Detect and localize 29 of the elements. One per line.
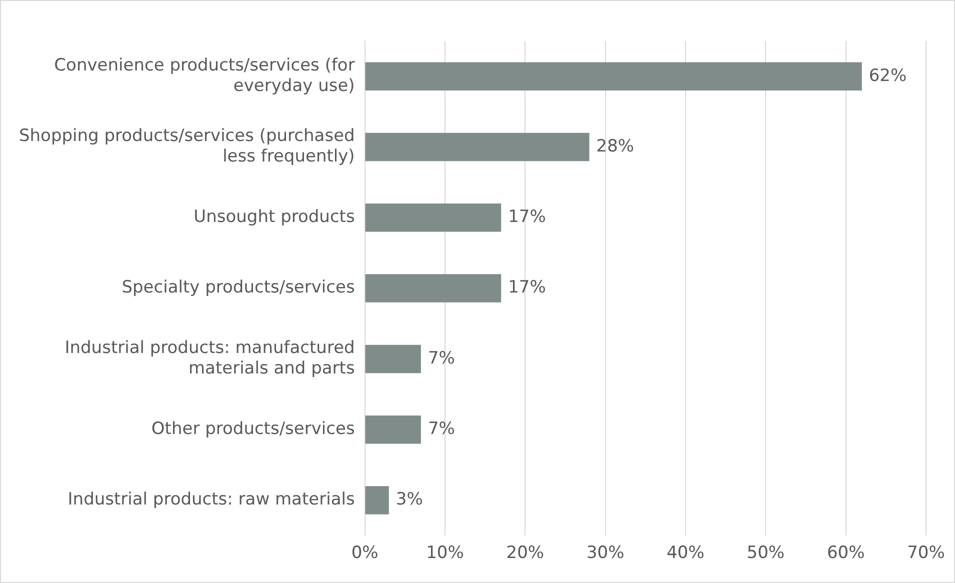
bar (365, 204, 502, 232)
y-tick-label: Unsought products (194, 207, 355, 228)
x-tick-label: 70% (907, 543, 945, 564)
data-label: 3% (396, 490, 423, 510)
x-tick-label: 60% (826, 543, 865, 564)
y-tick-label: Convenience products/services (for everyday use) (54, 56, 355, 96)
x-tick-label: 50% (746, 543, 785, 564)
data-label: 17% (508, 278, 546, 298)
data-label: 17% (508, 207, 546, 228)
y-tick-label: Industrial products: raw materials (68, 490, 355, 510)
x-tick-label: 40% (666, 543, 704, 564)
bar (365, 486, 389, 514)
bar (365, 344, 421, 374)
y-tick-label: Other products/services (151, 419, 355, 440)
bar (365, 62, 862, 90)
data-label: 7% (428, 348, 455, 368)
bar (365, 415, 421, 444)
x-tick-label: 30% (586, 543, 624, 564)
x-tick-label: 20% (506, 543, 544, 564)
bar (365, 132, 590, 162)
data-label: 62% (868, 66, 907, 86)
data-label: 7% (428, 419, 455, 440)
data-label: 28% (596, 136, 634, 156)
y-tick-label: Shopping products/services (purchased less frequently) (18, 126, 355, 167)
x-tick-label: 10% (426, 543, 464, 564)
y-tick-label: Industrial products: manufactured materials and parts (64, 338, 355, 379)
x-tick-label: 0% (351, 543, 378, 564)
bar (365, 274, 502, 302)
y-tick-label: Specialty products/services (122, 278, 355, 298)
